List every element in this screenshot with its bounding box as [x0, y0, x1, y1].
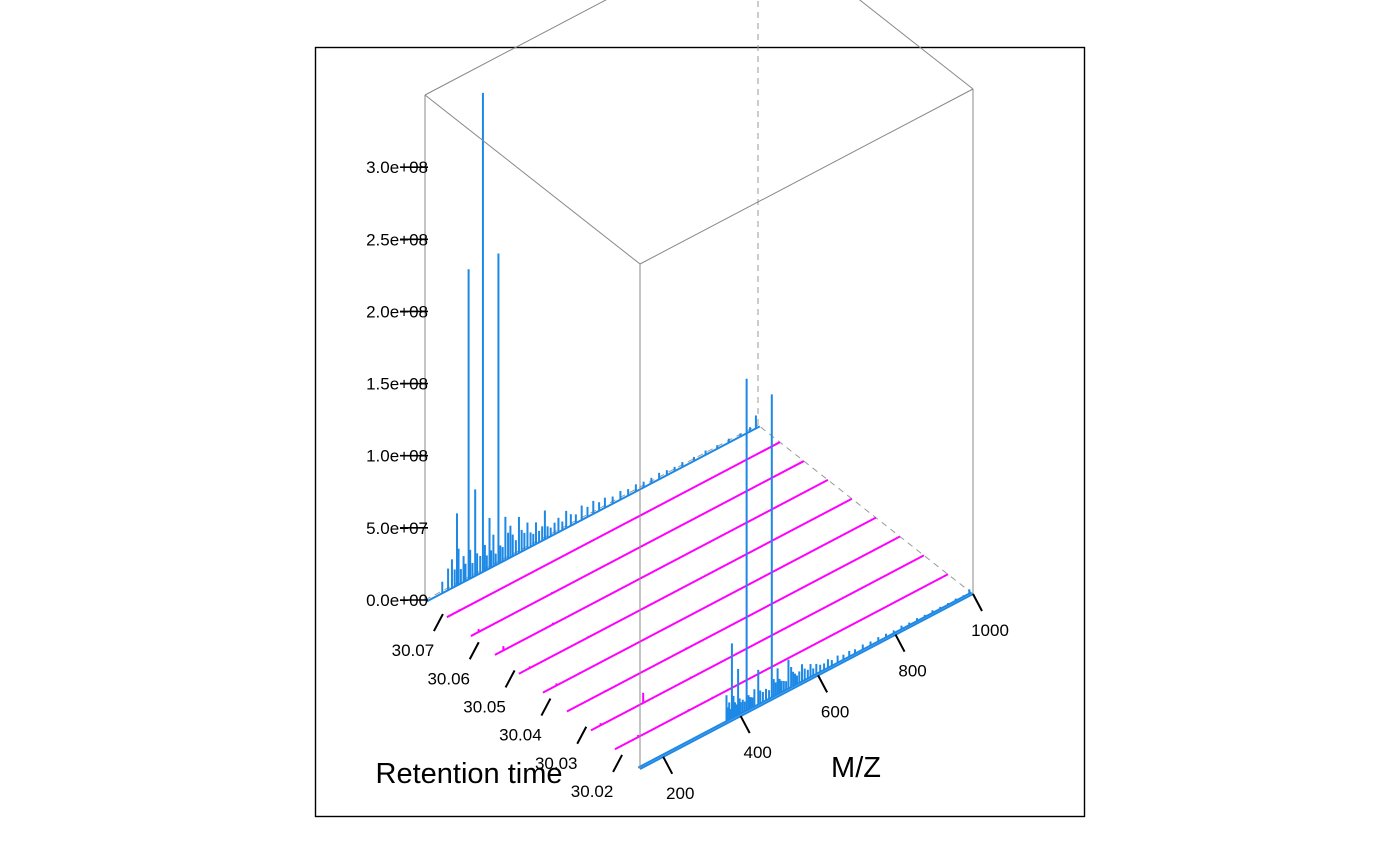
box-edge: [858, 0, 974, 90]
spectrum-ms2: [470, 460, 805, 637]
y-axis-title: Retention time: [376, 758, 563, 790]
x-tick-label: 800: [898, 662, 926, 681]
y-tick: [576, 726, 588, 745]
spectrum-ms2: [518, 497, 853, 675]
x-tick: [662, 756, 674, 775]
spectrum-ms2: [446, 441, 781, 619]
box-edge: [639, 88, 974, 265]
x-tick: [894, 634, 906, 653]
x-axis-line: [639, 593, 974, 770]
y-tick-label: 30.07: [392, 641, 435, 660]
y-tick: [504, 669, 516, 688]
y-tick: [612, 754, 623, 773]
spectrum-ms2: [590, 554, 925, 732]
y-tick-label: 30.04: [499, 726, 542, 745]
box-edge: [424, 94, 641, 265]
spectrum-baseline: [494, 479, 829, 656]
z-tick-label: 0.0e+00: [366, 591, 428, 610]
spectrum-ms1: [426, 92, 761, 603]
y-tick-label: 30.03: [535, 754, 578, 773]
x-tick-label: 400: [743, 743, 771, 762]
spectrum-baseline: [614, 573, 949, 751]
spectrum-baseline: [470, 460, 805, 637]
spectrum-baseline: [446, 441, 781, 619]
y-tick-label: 30.05: [463, 697, 506, 716]
x-tick-label: 1000: [971, 621, 1009, 640]
z-tick-label: 2.0e+08: [366, 302, 428, 321]
bounding-box-back: [424, 0, 974, 601]
spectrum-ms2: [614, 573, 949, 751]
z-tick-label: 3.0e+08: [366, 158, 428, 177]
spectrum-baseline: [518, 497, 853, 675]
spectrum-baseline: [566, 535, 901, 713]
bounding-box-front: [424, 0, 974, 770]
y-tick-label: 30.02: [571, 782, 614, 801]
y-tick: [540, 698, 552, 717]
axes-group: 200 400 600 800 1000 30.02 30.03 30.04 30.05 30.0…: [366, 158, 1009, 803]
x-tick: [817, 674, 829, 693]
y-tick-label: 30.06: [427, 669, 470, 688]
x-axis-title: M/Z: [831, 752, 881, 784]
spectrum-ms2: [494, 479, 829, 656]
box-edge: [424, 0, 607, 96]
z-tick-label: 1.5e+08: [366, 375, 428, 394]
box-edge-hidden: [757, 424, 974, 595]
y-tick: [468, 641, 480, 660]
spectrum-baseline: [542, 516, 877, 694]
spectrum-ms2: [542, 516, 877, 694]
plot-frame: [314, 46, 1086, 818]
spectra-group: [426, 92, 972, 769]
spectrum-baseline: [590, 554, 925, 732]
z-tick-label: 2.5e+08: [366, 230, 428, 249]
z-tick-label: 5.0e+07: [366, 519, 428, 538]
x-tick: [972, 593, 983, 612]
y-tick: [433, 613, 444, 632]
x-tick-label: 200: [666, 784, 694, 803]
x-tick-label: 600: [821, 702, 849, 721]
box-edge-hidden: [424, 424, 759, 601]
spectrum-ms1: [637, 378, 972, 769]
z-tick-label: 1.0e+08: [366, 447, 428, 466]
x-tick: [739, 715, 751, 734]
spectrum-ms2: [566, 535, 901, 713]
